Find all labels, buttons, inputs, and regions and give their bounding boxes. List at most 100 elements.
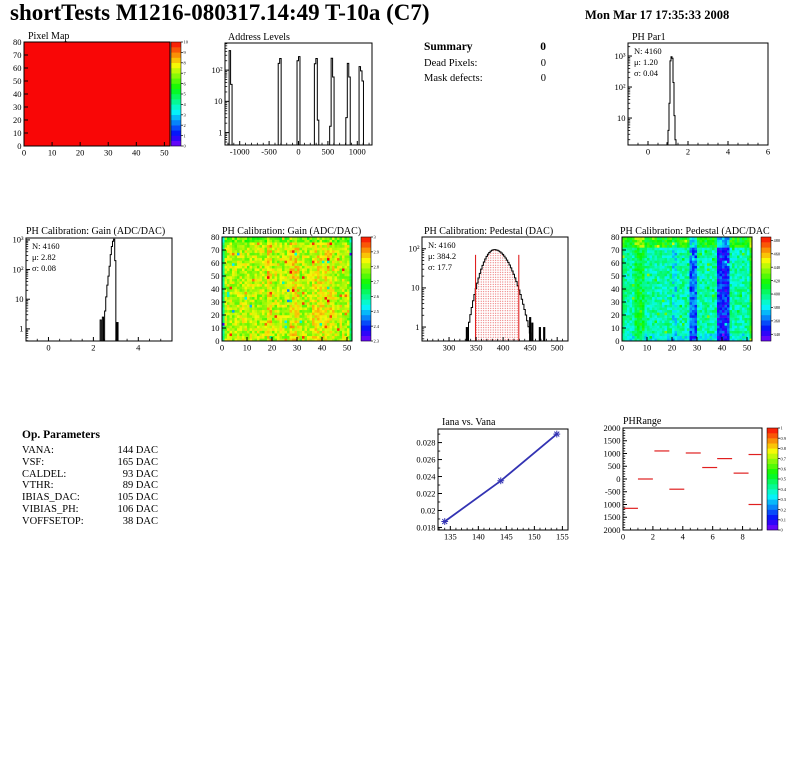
svg-text:0: 0 (296, 147, 300, 157)
svg-text:3: 3 (374, 235, 377, 240)
summary-row-value: 0 (540, 73, 546, 84)
svg-text:10: 10 (611, 323, 620, 333)
svg-text:0.9: 0.9 (781, 436, 787, 441)
svg-text:0.1: 0.1 (781, 518, 787, 523)
svg-text:-500: -500 (261, 147, 277, 157)
op-param-row-vthr: VTHR: 89 DAC (22, 480, 158, 492)
svg-text:60: 60 (611, 258, 620, 268)
svg-text:0.6: 0.6 (781, 467, 787, 472)
svg-text:0: 0 (220, 343, 224, 353)
svg-text:0: 0 (621, 532, 625, 542)
pedestal_map-title: PH Calibration: Pedestal (ADC/DAC (620, 226, 770, 237)
pedestal_hist-title: PH Calibration: Pedestal (DAC) (424, 226, 553, 237)
op-param-row-vana: VANA: 144 DAC (22, 445, 158, 457)
panel-gain_map: PH Calibration: Gain (ADC/DAC)0 10 20 30 40 5… (211, 226, 380, 353)
svg-text:10: 10 (214, 96, 223, 106)
svg-text:50: 50 (211, 271, 220, 281)
svg-text:50: 50 (13, 76, 22, 86)
svg-text:20: 20 (211, 310, 220, 320)
svg-text:7: 7 (184, 71, 187, 76)
svg-text:0.4: 0.4 (781, 487, 787, 492)
timestamp: Mon Mar 17 17:35:33 2008 (585, 8, 730, 22)
svg-text:20: 20 (13, 115, 22, 125)
svg-text:4: 4 (681, 532, 686, 542)
svg-text:1: 1 (19, 324, 23, 334)
svg-text:2: 2 (184, 123, 186, 128)
gain_hist-stats-line: μ: 2.82 (32, 252, 56, 262)
op-param-value: 89 DAC (122, 480, 158, 492)
svg-text:450: 450 (524, 343, 537, 353)
svg-text:50: 50 (611, 271, 620, 281)
svg-text:0: 0 (616, 474, 620, 484)
svg-text:30: 30 (693, 343, 702, 353)
ph_range-title: PHRange (623, 416, 662, 427)
svg-text:350: 350 (470, 343, 483, 353)
summary-row-label: Dead Pixels: (424, 58, 478, 69)
svg-text:10: 10 (243, 343, 252, 353)
ph_par1-stats-line: N: 4160 (634, 46, 662, 56)
svg-text:0: 0 (46, 343, 50, 353)
panel-ph_range: PHRange 0 2 4 6 8 2000 1500 1000 500 0 -500 1000 1500… (604, 416, 787, 542)
svg-text:1500: 1500 (604, 512, 621, 522)
svg-text:2000: 2000 (604, 423, 621, 433)
svg-text:0.026: 0.026 (416, 454, 435, 464)
gain_hist-title: PH Calibration: Gain (ADC/DAC) (26, 226, 165, 237)
svg-text:0: 0 (17, 141, 21, 151)
svg-text:-1000: -1000 (230, 147, 250, 157)
svg-text:6: 6 (184, 81, 187, 86)
summary-row-value: 0 (540, 58, 546, 69)
svg-text:0.3: 0.3 (781, 497, 787, 502)
op-param-row-vsf: VSF: 165 DAC (22, 457, 158, 469)
svg-text:10³: 10³ (614, 51, 626, 61)
svg-text:300: 300 (443, 343, 456, 353)
svg-text:400: 400 (497, 343, 510, 353)
summary-row-dead-pixels: Dead Pixels: 0 (424, 56, 546, 71)
svg-text:2: 2 (686, 147, 690, 157)
svg-text:9: 9 (184, 50, 187, 55)
svg-text:420: 420 (774, 278, 781, 283)
op-param-value: 105 DAC (117, 492, 158, 504)
svg-text:40: 40 (318, 343, 327, 353)
svg-text:20: 20 (668, 343, 677, 353)
op-param-label: VSF: (22, 456, 45, 468)
svg-text:140: 140 (472, 532, 485, 542)
svg-text:30: 30 (211, 297, 220, 307)
svg-text:50: 50 (343, 343, 352, 353)
svg-text:10: 10 (643, 343, 652, 353)
svg-text:0.02: 0.02 (421, 505, 436, 515)
panel-address_levels: Address Levels -1000 -500 0 500 1000 1 10 10² (211, 32, 373, 157)
svg-text:10: 10 (617, 113, 626, 123)
svg-text:0.028: 0.028 (416, 437, 435, 447)
op-param-label: CALDEL: (22, 468, 67, 480)
svg-text:20: 20 (268, 343, 277, 353)
svg-text:40: 40 (13, 89, 22, 99)
panel-pedestal_hist: PH Calibration: Pedestal (DAC) 300 350 400 4… (408, 226, 569, 353)
svg-text:2.7: 2.7 (374, 279, 380, 284)
svg-text:30: 30 (293, 343, 302, 353)
svg-text:2000: 2000 (604, 525, 621, 535)
gain_hist-stats-line: N: 4160 (32, 241, 60, 251)
gain_map-title: PH Calibration: Gain (ADC/DAC) (222, 226, 361, 237)
svg-text:1000: 1000 (349, 147, 366, 157)
svg-text:60: 60 (211, 258, 220, 268)
summary-title: Summary (424, 41, 473, 53)
svg-text:10: 10 (15, 294, 24, 304)
svg-text:155: 155 (556, 532, 569, 542)
svg-text:0: 0 (620, 343, 624, 353)
gain_hist-stats-line: σ: 0.08 (32, 263, 56, 273)
svg-text:150: 150 (528, 532, 541, 542)
pedestal_hist-stats-line: N: 4160 (428, 240, 456, 250)
ph_par1-title: PH Par1 (632, 32, 666, 43)
svg-text:80: 80 (13, 37, 22, 47)
svg-text:50: 50 (160, 148, 169, 158)
svg-text:8: 8 (184, 61, 187, 66)
svg-text:5: 5 (184, 92, 187, 97)
svg-text:0: 0 (215, 336, 219, 346)
svg-text:10: 10 (211, 323, 220, 333)
svg-text:70: 70 (611, 245, 620, 255)
iana_vs_vana-title: Iana vs. Vana (442, 417, 496, 428)
svg-text:0: 0 (615, 336, 619, 346)
svg-text:440: 440 (774, 265, 781, 270)
